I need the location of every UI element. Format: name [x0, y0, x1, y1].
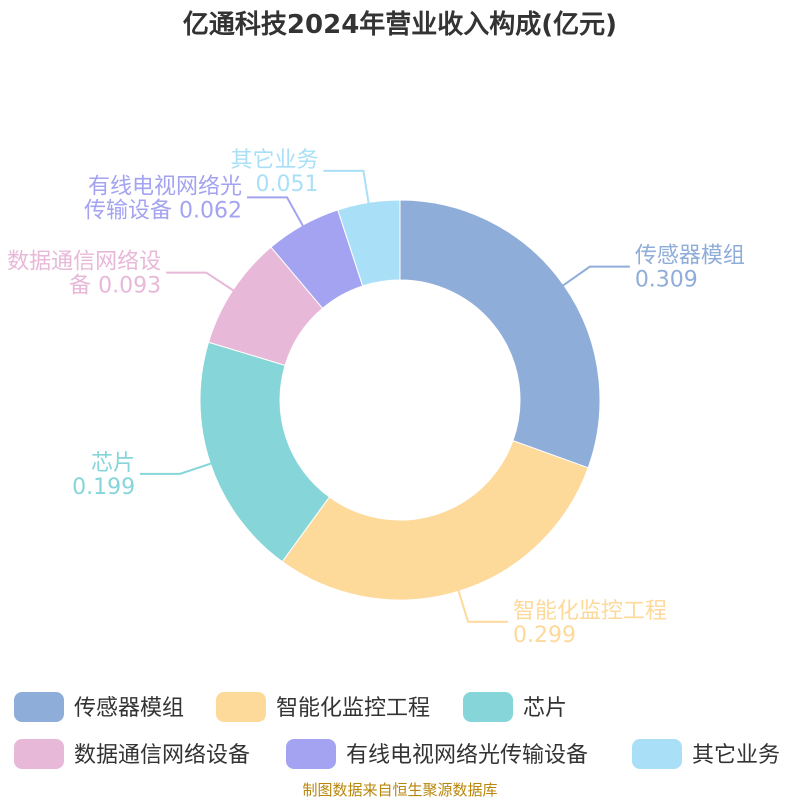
slice-label-0-line-0: 传感器模组: [635, 244, 745, 269]
legend-swatch-2[interactable]: [463, 692, 513, 722]
slice-label-1-line-0: 智能化监控工程: [513, 599, 667, 624]
leader-line-3: [166, 271, 236, 293]
slice-label-1-line-1: 0.299: [513, 623, 576, 648]
legend-swatch-1[interactable]: [216, 692, 266, 722]
legend-swatch-5[interactable]: [632, 739, 682, 769]
leader-line-1: [457, 588, 509, 623]
slice-label-2-line-1: 0.199: [72, 475, 135, 500]
slice-label-5-line-1: 0.051: [255, 172, 318, 197]
legend-label-3[interactable]: 数据通信网络设备: [74, 743, 250, 768]
slice-label-4-line-1: 传输设备 0.062: [84, 198, 242, 223]
legend-swatch-3[interactable]: [14, 739, 64, 769]
legend-swatch-4[interactable]: [286, 739, 336, 769]
legend-label-1[interactable]: 智能化监控工程: [276, 696, 430, 721]
leader-line-2: [140, 462, 213, 475]
legend-label-0[interactable]: 传感器模组: [74, 696, 184, 721]
slice-label-3-line-1: 备 0.093: [69, 274, 161, 299]
leader-line-0: [561, 265, 630, 287]
slice-label-4-line-0: 有线电视网络光: [88, 174, 242, 199]
legend-label-2[interactable]: 芯片: [523, 696, 567, 721]
slice-label-5-line-0: 其它业务: [230, 148, 318, 173]
slice-label-3-line-0: 数据通信网络设: [7, 250, 161, 275]
label-leader-lines: [140, 169, 630, 623]
slice-label-2-line-0: 芯片: [91, 451, 135, 476]
slice-1: [281, 440, 589, 601]
leader-line-5: [323, 169, 370, 205]
donut-slices: [199, 199, 601, 601]
chart-title: 亿通科技2024年营业收入构成(亿元): [183, 9, 617, 40]
slice-label-0-line-1: 0.309: [635, 268, 698, 293]
source-note: 制图数据来自恒生聚源数据库: [302, 781, 497, 799]
slice-0: [399, 199, 601, 469]
legend-swatch-0[interactable]: [14, 692, 64, 722]
leader-line-4: [247, 196, 305, 228]
legend-label-5[interactable]: 其它业务: [692, 743, 780, 768]
legend-label-4[interactable]: 有线电视网络光传输设备: [346, 743, 588, 768]
slice-5: [337, 199, 401, 287]
